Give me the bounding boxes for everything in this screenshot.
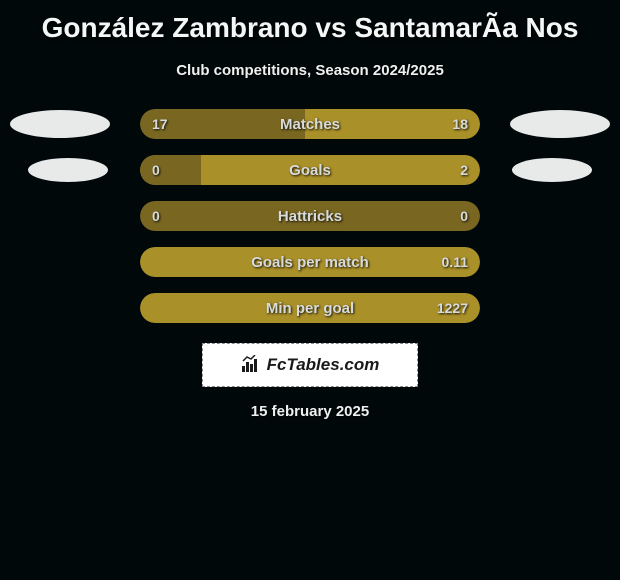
- stats-container: 17 Matches 18 0 Goals 2 0 Hattricks 0 Go…: [0, 109, 620, 323]
- player-ellipse-left: [28, 158, 108, 182]
- stat-value-right: 2: [460, 162, 468, 178]
- stat-bar: 0 Hattricks 0: [140, 201, 480, 231]
- stat-row-goals: 0 Goals 2: [0, 155, 620, 185]
- stat-label: Matches: [140, 116, 480, 133]
- stat-label: Goals: [140, 162, 480, 179]
- player-ellipse-left: [10, 110, 110, 138]
- stat-bar: Goals per match 0.11: [140, 247, 480, 277]
- stat-row-matches: 17 Matches 18: [0, 109, 620, 139]
- stat-row-hattricks: 0 Hattricks 0: [0, 201, 620, 231]
- page-title: González Zambrano vs SantamarÃ­a Nos: [0, 0, 620, 44]
- stat-row-mpg: Min per goal 1227: [0, 293, 620, 323]
- logo-text: FcTables.com: [267, 355, 380, 375]
- stat-value-right: 1227: [437, 300, 468, 316]
- stat-label: Min per goal: [140, 300, 480, 317]
- stat-value-right: 0: [460, 208, 468, 224]
- stat-row-gpm: Goals per match 0.11: [0, 247, 620, 277]
- stat-value-right: 18: [452, 116, 468, 132]
- chart-icon: [241, 355, 261, 376]
- stat-value-right: 0.11: [442, 254, 468, 270]
- date-text: 15 february 2025: [0, 403, 620, 420]
- player-ellipse-right: [510, 110, 610, 138]
- player-ellipse-right: [512, 158, 592, 182]
- logo-box[interactable]: FcTables.com: [202, 343, 418, 387]
- stat-bar: Min per goal 1227: [140, 293, 480, 323]
- stat-label: Goals per match: [140, 254, 480, 271]
- stat-label: Hattricks: [140, 208, 480, 225]
- stat-bar: 0 Goals 2: [140, 155, 480, 185]
- stat-bar: 17 Matches 18: [140, 109, 480, 139]
- subtitle: Club competitions, Season 2024/2025: [0, 62, 620, 79]
